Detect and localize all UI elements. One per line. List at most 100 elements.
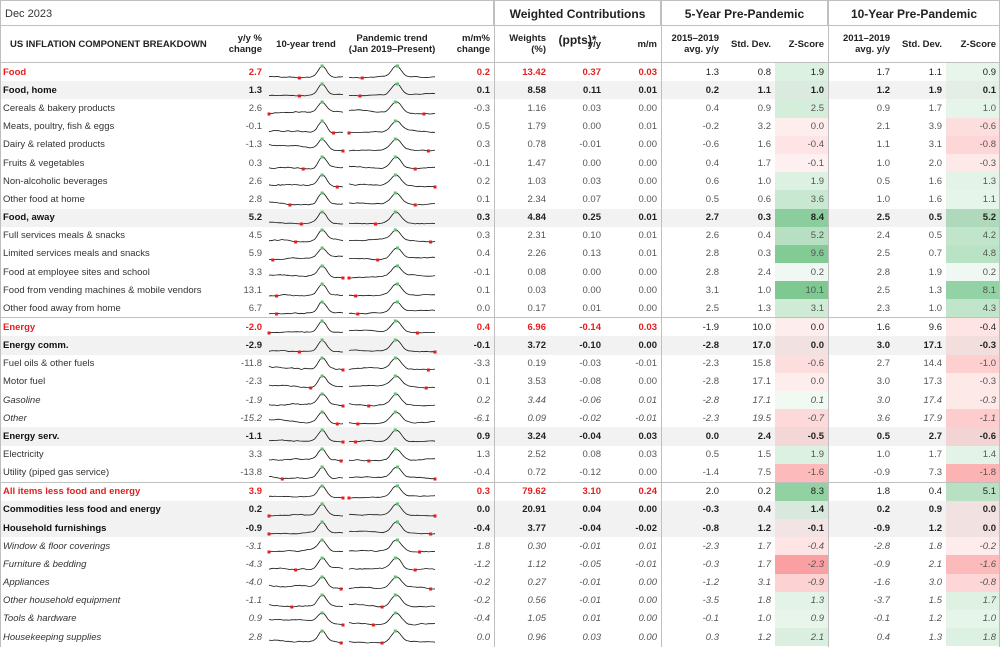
- five-year-avg: -2.8: [702, 340, 719, 352]
- five-year-avg: 0.5: [705, 193, 719, 205]
- row-label: Motor fuel: [3, 376, 46, 388]
- pandemic-line: [348, 629, 436, 645]
- sparkline-path: [348, 339, 436, 352]
- table-row: Food from vending machines & mobile vend…: [0, 281, 1000, 300]
- sparkline-path: [348, 375, 436, 389]
- five-year-sd: 17.0: [752, 340, 772, 352]
- row-label: Full services meals & snacks: [3, 230, 125, 242]
- ten-year-sd: 0.4: [894, 481, 946, 501]
- table-row: Food, home 1.3 0.1 8.58 0.11 0.01 0.2 1.1 1.0 1.2…: [0, 81, 1000, 100]
- sparkline-min-marker: [413, 203, 417, 207]
- ten-year-avg: 3.0: [876, 394, 890, 406]
- trend10-line: [267, 319, 344, 335]
- sparkline-max-marker: [320, 100, 324, 104]
- ten-year-zscore: 1.0: [946, 609, 1000, 629]
- pandemic-line: [348, 374, 436, 390]
- five-year-zscore: 9.6: [775, 244, 828, 264]
- five-year-zscore: -1.6: [775, 463, 828, 483]
- ten-year-zscore: 0.2: [946, 263, 1000, 282]
- sparkline-min-marker: [332, 131, 335, 135]
- trend10-sparkline: [266, 427, 346, 445]
- pandemic-line: [348, 575, 436, 591]
- sparkline-path: [348, 283, 436, 297]
- five-year-zscore: -0.1: [775, 153, 828, 173]
- sparkline-min-marker: [267, 514, 271, 518]
- sparkline-path: [268, 375, 344, 389]
- five-year-sd: 0.3: [757, 248, 771, 260]
- sparkline-min-marker: [433, 477, 437, 481]
- sparkline-path: [268, 576, 344, 590]
- ten-avg-column-header: 2011–2019 avg. y/y: [842, 33, 890, 55]
- ten-year-avg: -3.7: [873, 595, 890, 607]
- ten-year-zscore: 1.7: [946, 591, 1000, 610]
- pandemic-line: [348, 447, 436, 463]
- trend10-line: [268, 556, 344, 572]
- sparkline-path: [268, 466, 343, 480]
- sparkline-min-marker: [358, 94, 362, 98]
- five-year-sd: 17.1: [752, 394, 772, 406]
- sparkline-max-marker: [393, 338, 397, 342]
- contribution-yy-value: -0.06: [579, 394, 601, 406]
- trend10-line: [268, 155, 344, 171]
- table-row: Food at employee sites and school 3.3 -0.1…: [0, 263, 1000, 282]
- sparkline-max-marker: [396, 300, 399, 304]
- sparkline-min-marker: [380, 605, 384, 609]
- mm-value: -6.1: [473, 412, 490, 424]
- weight-value: 3.44: [527, 394, 547, 406]
- ten-year-zscore: 4.3: [946, 299, 1000, 318]
- table-row: Fuel oils & other fuels -11.8 -3.3 0.19 -0.0…: [0, 354, 1000, 373]
- contribution-yy-value: 0.10: [582, 230, 602, 242]
- contribution-yy-value: 0.00: [582, 157, 602, 169]
- table-row: Meats, poultry, fish & eggs -0.1 0.5 1.79 0.…: [0, 117, 1000, 136]
- five-year-header: 5-Year Pre-Pandemic: [661, 0, 828, 26]
- sparkline-min-marker: [367, 404, 371, 408]
- weight-value: 0.03: [527, 284, 547, 296]
- mm-value: 0.3: [476, 212, 490, 224]
- table-row: Cereals & bakery products 2.6 -0.3 1.16 0.03…: [0, 99, 1000, 118]
- pandemic-sparkline: [346, 227, 438, 245]
- sparkline-max-marker: [393, 191, 397, 195]
- pandemic-line: [348, 191, 436, 207]
- trend10-sparkline: [266, 519, 346, 537]
- yy-value: -3.1: [245, 540, 262, 552]
- sparkline-max-marker: [320, 282, 324, 286]
- component-column-header: US INFLATION COMPONENT BREAKDOWN: [10, 38, 207, 50]
- ten-year-sd: 1.2: [928, 613, 942, 625]
- pandemic-sparkline: [346, 118, 438, 136]
- pandemic-line: [349, 465, 437, 481]
- five-year-avg: -3.5: [702, 595, 719, 607]
- five-year-sd: 1.8: [757, 595, 771, 607]
- contribution-yy-value: 0.00: [582, 266, 602, 278]
- sparkline-path: [268, 83, 343, 97]
- five-year-avg: 0.6: [705, 175, 719, 187]
- five-year-zscore: -2.3: [775, 555, 828, 574]
- ten-year-sd: 1.0: [928, 302, 942, 314]
- five-year-avg: -2.3: [702, 412, 719, 424]
- pandemic-line: [348, 155, 435, 171]
- five-year-zscore: 1.0: [775, 81, 828, 100]
- table-row: Limited services meals and snacks 5.9 0.4 2…: [0, 244, 1000, 264]
- sparkline-max-marker: [393, 374, 397, 378]
- ten-year-zscore: -0.8: [946, 135, 1000, 154]
- sparkline-min-marker: [309, 386, 313, 390]
- five-year-zscore: 1.9: [775, 63, 828, 82]
- sparkline-max-marker: [320, 264, 324, 268]
- sparkline-path: [268, 211, 343, 224]
- ten-year-avg: 2.3: [876, 302, 890, 314]
- sparkline-min-marker: [354, 440, 358, 444]
- five-year-avg: -2.8: [702, 394, 719, 406]
- sparkline-min-marker: [429, 240, 433, 244]
- mm-value: -3.3: [473, 358, 490, 370]
- row-label: Other: [3, 412, 27, 424]
- pandemic-sparkline: [346, 99, 438, 117]
- sparkline-min-marker: [429, 532, 433, 536]
- yy-value: 1.3: [248, 84, 262, 96]
- five-year-zscore: 2.5: [775, 99, 828, 118]
- sparkline-max-marker: [393, 629, 397, 633]
- contribution-yy-value: 0.25: [582, 212, 602, 224]
- pandemic-sparkline: [346, 427, 438, 445]
- yy-value: 2.7: [248, 66, 262, 78]
- row-label: Fuel oils & other fuels: [3, 358, 95, 370]
- pandemic-sparkline: [346, 245, 438, 263]
- five-year-avg: 0.5: [705, 449, 719, 461]
